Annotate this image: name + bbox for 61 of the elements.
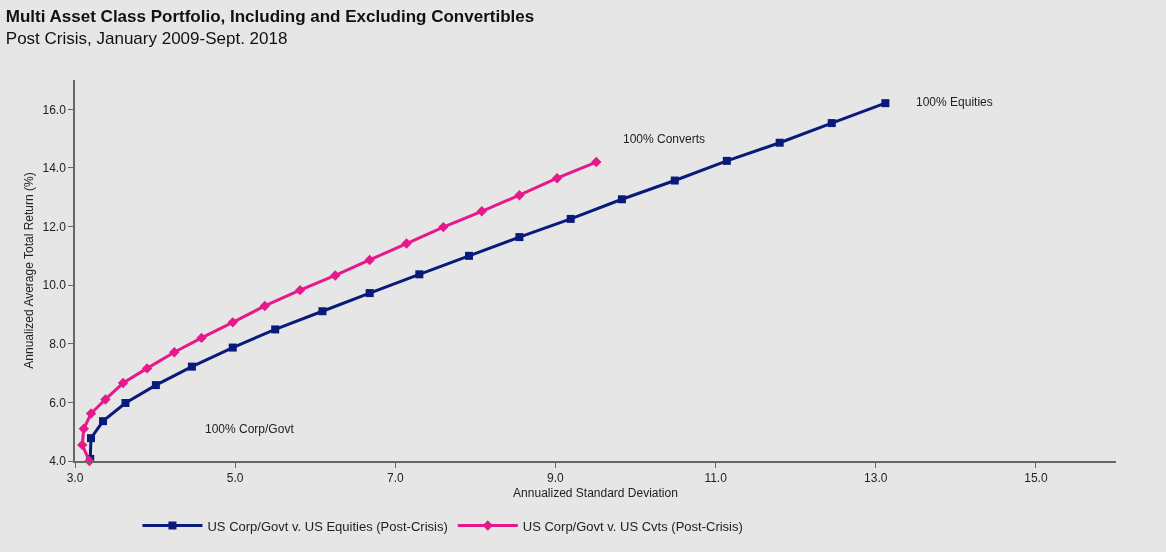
point — [827, 119, 836, 128]
legend-label: US Corp/Govt v. US Equities (Post-Crisis) — [207, 518, 448, 534]
point — [364, 254, 375, 266]
x-tick-label: 3.0 — [66, 471, 84, 486]
point — [330, 270, 341, 281]
point — [196, 332, 207, 344]
y-axis-title: Annualized Average Total Return (%) — [22, 172, 37, 369]
point — [401, 238, 412, 249]
point — [227, 317, 238, 328]
annotation: 100% Converts — [623, 132, 706, 146]
x-tick-label: 9.0 — [547, 471, 565, 486]
point — [318, 307, 327, 316]
chart-title: Multi Asset Class Portfolio, Including and Excluding Convertibles — [5, 7, 535, 27]
x-tick-label: 13.0 — [864, 471, 888, 486]
point — [85, 408, 97, 419]
x-axis-title: Annualized Standard Deviation — [513, 485, 678, 500]
point — [515, 233, 524, 242]
y-tick-label: 14.0 — [42, 161, 67, 176]
point — [881, 99, 890, 108]
point — [169, 347, 180, 358]
point — [87, 434, 96, 443]
x-tick-label: 11.0 — [704, 471, 728, 486]
point — [294, 284, 306, 296]
point — [551, 172, 563, 184]
point — [591, 156, 602, 168]
x-tick-label: 5.0 — [226, 471, 244, 486]
x-tick-label: 7.0 — [386, 471, 404, 486]
y-tick-label: 6.0 — [49, 395, 67, 410]
point — [415, 270, 424, 279]
point — [141, 363, 153, 374]
point — [365, 289, 374, 298]
point — [78, 423, 90, 434]
point — [775, 138, 784, 147]
x-tick-label: 15.0 — [1024, 471, 1048, 486]
point — [259, 300, 270, 312]
y-tick-label: 8.0 — [49, 336, 67, 351]
point — [722, 156, 731, 165]
point — [99, 417, 108, 426]
y-tick-label: 4.0 — [49, 454, 67, 469]
point — [151, 381, 160, 390]
point — [77, 439, 88, 451]
point — [117, 377, 129, 389]
point — [187, 362, 196, 371]
point — [566, 214, 575, 223]
point — [670, 176, 679, 185]
y-tick-label: 16.0 — [42, 102, 67, 117]
y-tick-label: 12.0 — [42, 219, 67, 234]
chart-subtitle: Post Crisis, January 2009-Sept. 2018 — [5, 29, 288, 49]
point — [476, 206, 487, 217]
y-tick-label: 10.0 — [42, 278, 67, 293]
point — [438, 221, 449, 233]
annotation: 100% Equities — [916, 95, 993, 109]
legend-label: US Corp/Govt v. US Cvts (Post-Crisis) — [522, 518, 743, 534]
annotation: 100% Corp/Govt — [205, 422, 295, 436]
point — [271, 325, 280, 334]
point — [121, 398, 130, 407]
point — [514, 189, 525, 201]
point — [100, 394, 111, 405]
point — [228, 343, 237, 352]
point — [617, 195, 626, 204]
point — [464, 251, 473, 260]
